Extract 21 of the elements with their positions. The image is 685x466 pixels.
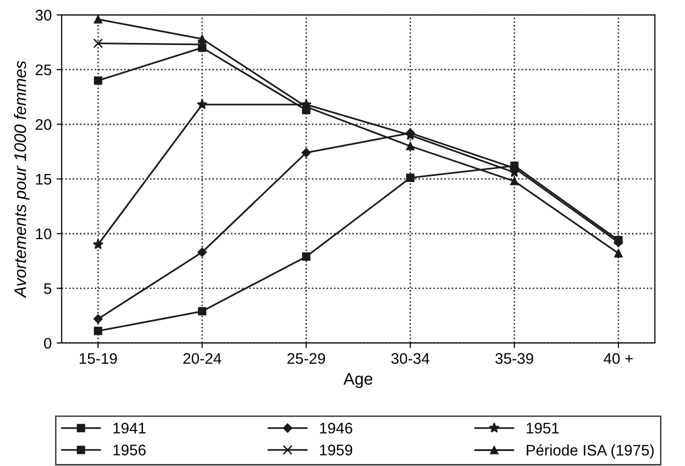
legend-label: 1941 bbox=[113, 422, 146, 434]
x-tick-label: 20-24 bbox=[183, 353, 222, 364]
x-axis-title: Age bbox=[343, 373, 372, 388]
y-tick-label: 25 bbox=[36, 64, 52, 76]
y-axis-title: Avortements pour 1000 femmes bbox=[14, 60, 30, 298]
legend-label: 1946 bbox=[320, 422, 352, 434]
legend-label: 1959 bbox=[320, 444, 352, 456]
y-tick-label: 0 bbox=[44, 338, 52, 349]
y-tick-label: 5 bbox=[44, 283, 52, 294]
y-tick-label: 30 bbox=[36, 10, 52, 21]
y-tick-label: 20 bbox=[36, 119, 52, 130]
y-tick-label: 10 bbox=[36, 228, 52, 240]
x-tick-label: 35-39 bbox=[495, 353, 534, 364]
y-tick-label: 15 bbox=[36, 174, 52, 185]
x-tick-label: 30-34 bbox=[391, 353, 430, 364]
legend-label: 1951 bbox=[526, 422, 559, 434]
legend-label: Période ISA (1975) bbox=[526, 444, 654, 459]
x-tick-label: 40 + bbox=[604, 353, 633, 364]
x-tick-label: 25-29 bbox=[287, 353, 326, 364]
legend-label: 1956 bbox=[113, 444, 146, 456]
x-tick-label: 15-19 bbox=[80, 353, 117, 364]
